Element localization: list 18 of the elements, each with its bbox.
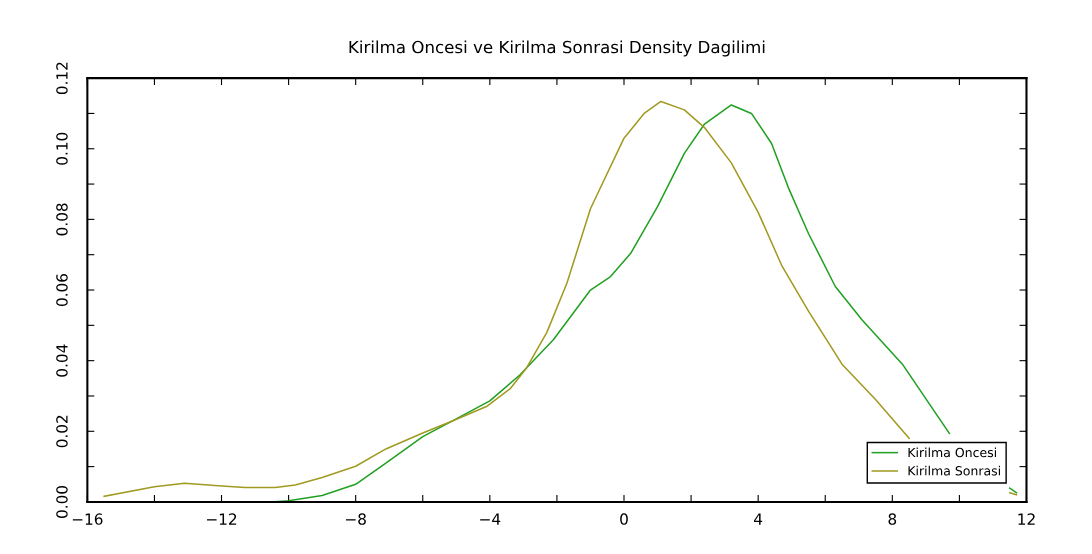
chart-title: Kirilma Oncesi ve Kirilma Sonrasi Density Dagilimi bbox=[349, 40, 765, 57]
x-tick-label: −4 bbox=[480, 513, 501, 525]
y-tick-label: 0.00 bbox=[56, 485, 68, 518]
x-tick-label: 0 bbox=[620, 513, 628, 525]
x-tick-label: 4 bbox=[754, 513, 763, 525]
y-tick-label: 0.02 bbox=[56, 415, 68, 448]
x-tick-label: −12 bbox=[207, 513, 237, 525]
y-tick-label: 0.08 bbox=[56, 203, 68, 236]
x-tick-label: 8 bbox=[888, 513, 897, 525]
x-tick-label: 12 bbox=[1018, 513, 1035, 525]
y-tick-label: 0.10 bbox=[56, 132, 68, 165]
y-tick-label: 0.04 bbox=[56, 344, 68, 377]
y-tick-label: 0.12 bbox=[56, 62, 68, 95]
legend-label: Kirilma Oncesi bbox=[908, 447, 996, 458]
x-tick-label: −16 bbox=[72, 513, 103, 525]
legend-label: Kirilma Sonrasi bbox=[908, 465, 1000, 476]
y-tick-label: 0.06 bbox=[56, 273, 68, 307]
x-tick-label: −8 bbox=[346, 513, 366, 525]
